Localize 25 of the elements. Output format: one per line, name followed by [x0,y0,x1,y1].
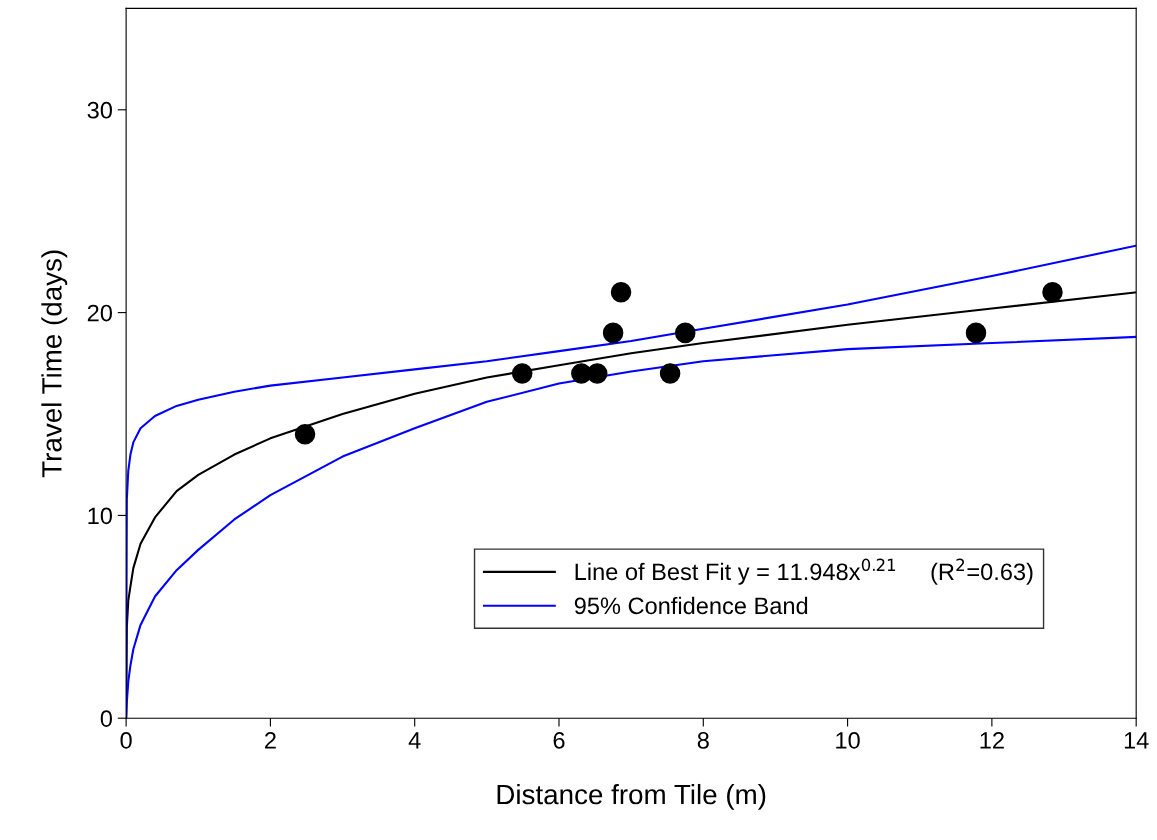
point [610,282,632,303]
x-tick-label: 0 [120,732,132,749]
point [586,363,608,384]
x-tick-label: 10 [836,732,860,749]
legend-label: 95% Confidence Band [574,596,808,615]
point [294,424,316,445]
x-tick-label: 4 [408,732,421,749]
point [965,322,987,344]
x-axis-title: Distance from Tile (m) [497,783,766,810]
point [511,363,533,384]
point [602,322,624,344]
x-tick-label: 14 [1124,732,1149,749]
point [659,363,681,384]
y-tick-label: 10 [88,507,112,525]
x-tick-label: 2 [265,732,276,749]
x-tick-label: 12 [980,732,1004,749]
point [1042,282,1063,303]
x-tick-label: 8 [697,732,709,749]
point [674,322,696,344]
text: Line of Best Fit y = 11.948x$^{0.21}$ (R$^{2}$=0.63) [575,558,1033,585]
y-tick-label: 20 [87,304,112,322]
y-axis-title: Travel Time (days) [41,250,68,478]
x-tick-label: 6 [553,732,565,749]
y-tick-label: 30 [87,101,112,119]
y-tick-label: 0 [100,710,112,727]
